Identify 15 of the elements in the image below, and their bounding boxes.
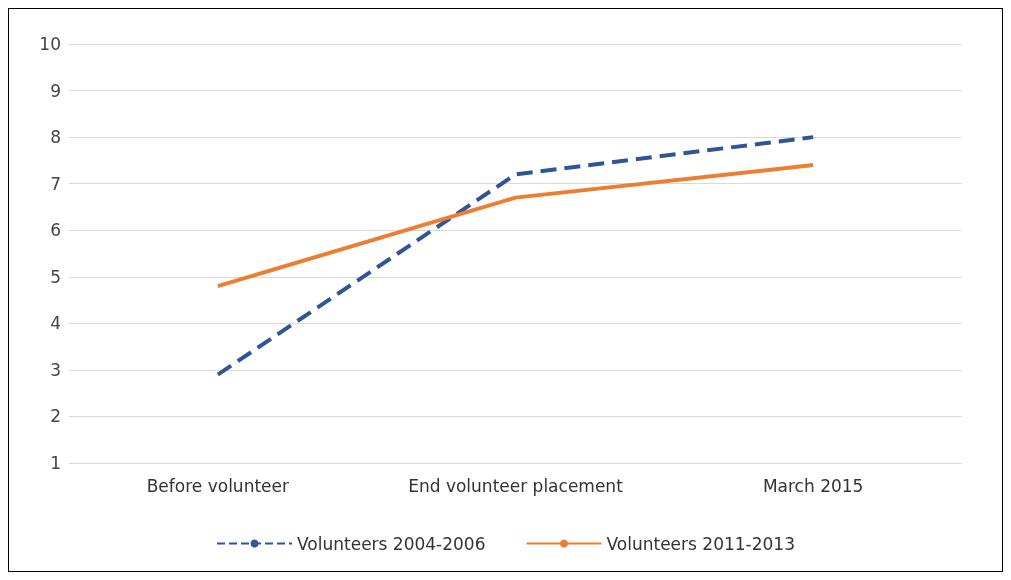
legend-label: Volunteers 2004-2006	[297, 533, 486, 554]
y-tick-label: 3	[50, 359, 61, 380]
y-tick-label: 6	[50, 220, 61, 241]
y-tick-label: 5	[50, 266, 61, 287]
y-tick-label: 8	[50, 127, 61, 148]
y-tick-label: 7	[50, 173, 61, 194]
y-tick-label: 10	[39, 34, 61, 54]
x-tick-label: Before volunteer	[146, 475, 289, 496]
x-tick-label: March 2015	[762, 475, 864, 496]
y-tick-label: 4	[50, 313, 61, 334]
x-tick-label: End volunteer placement	[408, 475, 624, 496]
legend-label: Volunteers 2011-2013	[606, 533, 795, 554]
y-tick-label: 1	[50, 453, 61, 473]
y-tick-label: 2	[50, 406, 61, 427]
y-tick-label: 9	[50, 80, 61, 101]
